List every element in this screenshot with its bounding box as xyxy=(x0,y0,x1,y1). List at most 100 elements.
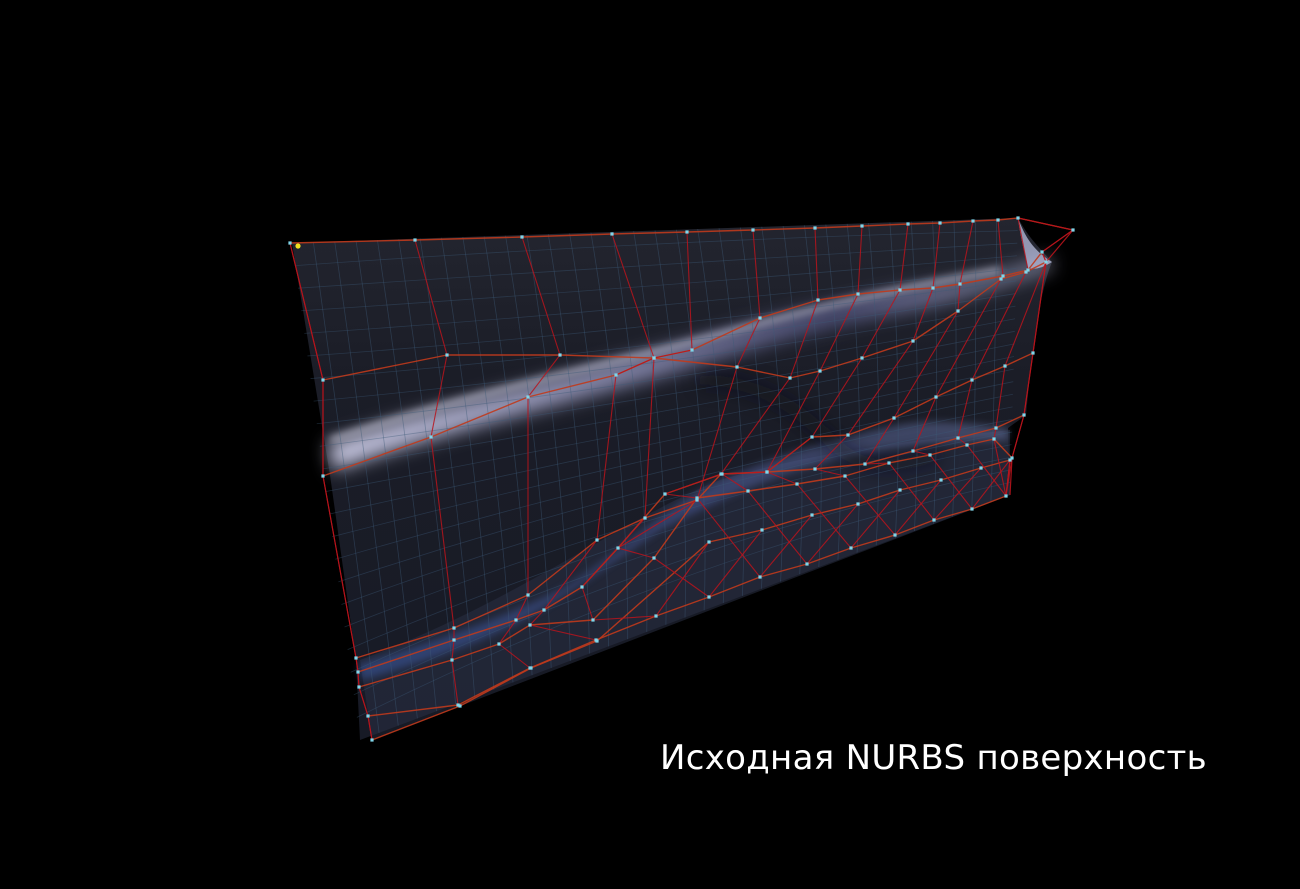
control-point-icon[interactable] xyxy=(992,437,996,441)
control-point-icon[interactable] xyxy=(856,292,860,296)
control-point-icon[interactable] xyxy=(580,585,584,589)
control-point-icon[interactable] xyxy=(810,435,814,439)
control-point-icon[interactable] xyxy=(1026,268,1030,272)
control-point-icon[interactable] xyxy=(1031,351,1035,355)
control-point-icon[interactable] xyxy=(996,218,1000,222)
control-point-icon[interactable] xyxy=(1004,494,1008,498)
control-point-icon[interactable] xyxy=(720,472,724,476)
control-point-icon[interactable] xyxy=(860,356,864,360)
control-point-icon[interactable] xyxy=(906,222,910,226)
control-point-icon[interactable] xyxy=(758,575,762,579)
control-point-icon[interactable] xyxy=(663,492,667,496)
control-point-icon[interactable] xyxy=(528,623,532,627)
control-point-icon[interactable] xyxy=(765,470,769,474)
control-point-icon[interactable] xyxy=(898,288,902,292)
control-point-icon[interactable] xyxy=(795,482,799,486)
control-point-icon[interactable] xyxy=(863,462,867,466)
control-point-icon[interactable] xyxy=(707,595,711,599)
control-point-icon[interactable] xyxy=(971,219,975,223)
control-point-icon[interactable] xyxy=(994,426,998,430)
control-point-icon[interactable] xyxy=(958,282,962,286)
control-point-icon[interactable] xyxy=(413,238,417,242)
control-point-icon[interactable] xyxy=(356,670,360,674)
control-point-icon[interactable] xyxy=(818,369,822,373)
control-point-icon[interactable] xyxy=(1022,413,1026,417)
control-point-icon[interactable] xyxy=(707,540,711,544)
control-point-icon[interactable] xyxy=(321,474,325,478)
control-point-icon[interactable] xyxy=(1003,364,1007,368)
control-point-icon[interactable] xyxy=(999,277,1003,281)
control-point-icon[interactable] xyxy=(735,365,739,369)
control-point-icon[interactable] xyxy=(810,513,814,517)
control-point-icon[interactable] xyxy=(965,443,969,447)
control-point-icon[interactable] xyxy=(445,353,449,357)
control-point-icon[interactable] xyxy=(751,228,755,232)
control-point-icon[interactable] xyxy=(970,378,974,382)
control-point-icon[interactable] xyxy=(1008,458,1012,462)
control-point-icon[interactable] xyxy=(911,339,915,343)
control-point-icon[interactable] xyxy=(321,378,325,382)
control-point-icon[interactable] xyxy=(458,704,462,708)
selected-point-icon[interactable] xyxy=(295,243,301,249)
control-point-icon[interactable] xyxy=(1016,216,1020,220)
control-point-icon[interactable] xyxy=(813,467,817,471)
control-point-icon[interactable] xyxy=(614,373,618,377)
control-point-icon[interactable] xyxy=(788,376,792,380)
control-point-icon[interactable] xyxy=(558,353,562,357)
control-point-icon[interactable] xyxy=(893,533,897,537)
control-point-icon[interactable] xyxy=(898,488,902,492)
control-point-icon[interactable] xyxy=(452,638,456,642)
control-point-icon[interactable] xyxy=(497,642,501,646)
control-point-icon[interactable] xyxy=(429,435,433,439)
control-point-icon[interactable] xyxy=(928,453,932,457)
control-point-icon[interactable] xyxy=(1024,270,1028,274)
control-point-icon[interactable] xyxy=(595,639,599,643)
control-point-icon[interactable] xyxy=(452,626,456,630)
control-point-icon[interactable] xyxy=(860,224,864,228)
control-point-icon[interactable] xyxy=(892,416,896,420)
control-point-icon[interactable] xyxy=(652,556,656,560)
control-point-icon[interactable] xyxy=(354,656,358,660)
control-point-icon[interactable] xyxy=(843,474,847,478)
control-point-icon[interactable] xyxy=(654,614,658,618)
control-point-icon[interactable] xyxy=(1071,228,1075,232)
control-point-icon[interactable] xyxy=(805,562,809,566)
control-point-icon[interactable] xyxy=(526,593,530,597)
control-point-icon[interactable] xyxy=(610,232,614,236)
control-point-icon[interactable] xyxy=(932,518,936,522)
control-point-icon[interactable] xyxy=(956,309,960,313)
control-point-icon[interactable] xyxy=(931,286,935,290)
control-point-icon[interactable] xyxy=(514,618,518,622)
control-point-icon[interactable] xyxy=(526,395,530,399)
control-point-icon[interactable] xyxy=(887,461,891,465)
control-point-icon[interactable] xyxy=(520,235,524,239)
control-point-icon[interactable] xyxy=(760,528,764,532)
control-point-icon[interactable] xyxy=(685,230,689,234)
control-point-icon[interactable] xyxy=(938,221,942,225)
control-point-icon[interactable] xyxy=(816,298,820,302)
control-point-icon[interactable] xyxy=(529,666,533,670)
control-point-icon[interactable] xyxy=(939,478,943,482)
control-point-icon[interactable] xyxy=(652,356,656,360)
control-point-icon[interactable] xyxy=(1040,250,1044,254)
control-point-icon[interactable] xyxy=(849,546,853,550)
control-point-icon[interactable] xyxy=(595,538,599,542)
control-points[interactable] xyxy=(288,216,1075,742)
control-point-icon[interactable] xyxy=(643,516,647,520)
control-point-icon[interactable] xyxy=(934,395,938,399)
control-point-icon[interactable] xyxy=(456,703,460,707)
control-point-icon[interactable] xyxy=(591,618,595,622)
control-point-icon[interactable] xyxy=(911,449,915,453)
control-point-icon[interactable] xyxy=(979,466,983,470)
control-point-icon[interactable] xyxy=(288,241,292,245)
control-point-icon[interactable] xyxy=(1010,456,1014,460)
control-point-icon[interactable] xyxy=(970,507,974,511)
control-point-icon[interactable] xyxy=(695,496,699,500)
control-point-icon[interactable] xyxy=(690,348,694,352)
control-point-icon[interactable] xyxy=(758,316,762,320)
control-point-icon[interactable] xyxy=(366,714,370,718)
control-point-icon[interactable] xyxy=(813,226,817,230)
control-point-icon[interactable] xyxy=(695,498,699,502)
control-point-icon[interactable] xyxy=(1044,260,1048,264)
